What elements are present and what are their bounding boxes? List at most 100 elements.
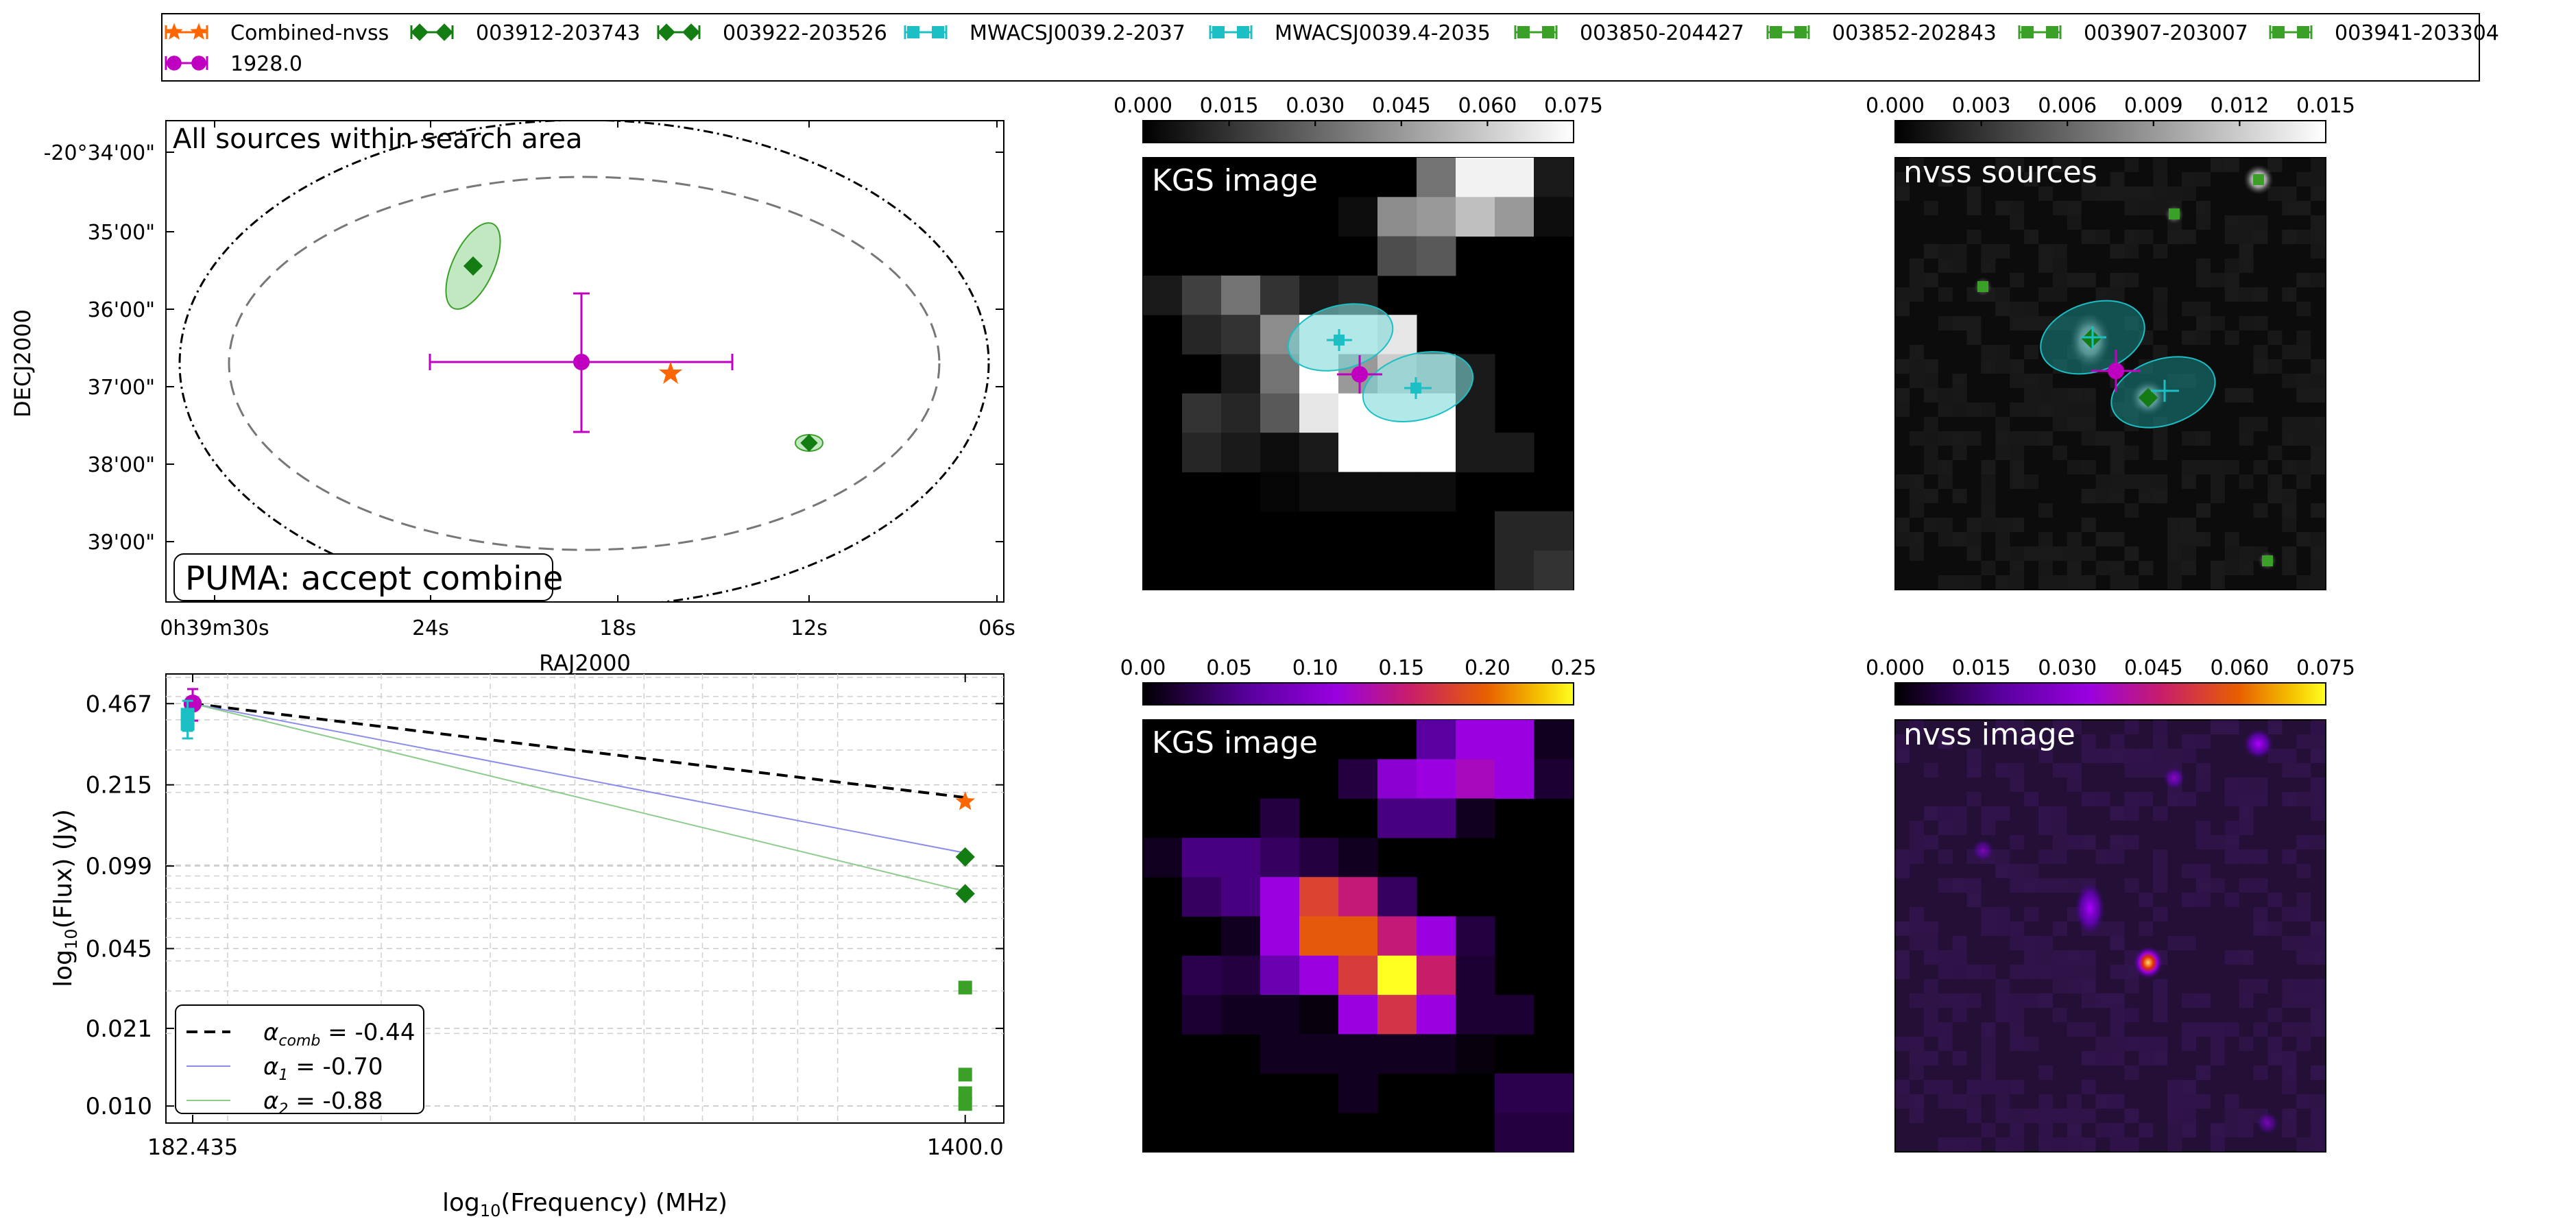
noise-pixel [2167,186,2182,201]
colorbar-ticks: 0.00 0.05 0.10 0.15 0.20 0.25 [1120,121,1597,680]
data-point [180,716,195,731]
noise-pixel [2311,561,2326,575]
sky-xtick-label: 24s [412,616,449,640]
noise-pixel [2067,460,2082,474]
noise-pixel [1952,1051,1967,1065]
noise-pixel [2267,1037,2283,1051]
noise-pixel [2024,474,2039,489]
noise-pixel [1995,417,2010,431]
noise-pixel [2296,460,2311,474]
noise-pixel [2153,345,2168,359]
noise-pixel [2067,777,2082,792]
noise-pixel [1938,172,1953,186]
colorbar-tick-label: 0.05 [1206,656,1252,680]
noise-pixel [1938,388,1953,402]
noise-pixel [2052,1137,2067,1152]
noise-pixel [2224,1109,2239,1123]
noise-pixel [2038,849,2053,864]
image-pixel [1143,837,1183,878]
noise-pixel [2282,792,2297,806]
noise-pixel [1909,532,1924,546]
image-pixel [1182,955,1222,996]
noise-pixel [1895,359,1910,374]
noise-pixel [1966,546,1982,561]
noise-pixel [2224,273,2239,287]
noise-pixel [2282,849,2297,864]
image-pixel [1221,393,1261,433]
noise-pixel [2282,287,2297,302]
noise-pixel [2210,460,2225,474]
noise-pixel [1923,1051,1938,1065]
legend-marker [1237,26,1249,38]
image-pixel [1377,472,1417,512]
noise-pixel [2195,1022,2211,1037]
noise-pixel [1923,806,1938,821]
image-pixel [1495,720,1534,760]
noise-pixel [2067,388,2082,402]
noise-pixel [2067,1094,2082,1109]
noise-pixel [1923,417,1938,431]
noise-pixel [2311,186,2326,201]
noise-pixel [2210,1022,2225,1037]
noise-pixel [1909,287,1924,302]
image-pixel [1495,433,1534,472]
noise-pixel [2239,979,2254,993]
noise-pixel [2195,273,2211,287]
colorbar-tick-label: 0.25 [1551,656,1597,680]
image-pixel [1338,759,1378,799]
noise-pixel [2124,720,2139,734]
fit-line [192,703,965,854]
noise-pixel [2195,431,2211,446]
sed-legend-frame [175,1004,424,1114]
noise-pixel [2139,792,2154,806]
colorbar-tick-label: 0.10 [1292,656,1338,680]
image-pixel [1377,197,1417,237]
noise-pixel [2182,1094,2196,1109]
sed-ticks: 0.467 0.215 0.099 0.045 0.021 0.010 182.435 140… [86,674,1004,1160]
noise-pixel [1981,503,1996,518]
image-pixel [1221,916,1261,956]
noise-pixel [2296,532,2311,546]
noise-pixel [2282,460,2297,474]
noise-pixel [2167,518,2182,532]
noise-pixel [1909,720,1924,734]
noise-pixel [1909,258,1924,273]
noise-pixel [1981,518,1996,532]
noise-pixel [1981,1123,1996,1137]
diamond-marker [463,256,483,276]
noise-pixel [2153,907,2168,921]
noise-pixel [1909,907,1924,921]
noise-pixel [2239,950,2254,965]
noise-pixel [2067,950,2082,965]
noise-pixel [1923,460,1938,474]
noise-pixel [1895,1080,1910,1094]
noise-pixel [2110,993,2125,1008]
noise-pixel [2296,1137,2311,1152]
noise-pixel [2282,431,2297,446]
colorbar-tick-label: 0.003 [1952,94,2011,118]
noise-pixel [2010,374,2025,388]
colorbar-tick-label: 0.015 [1952,656,2011,680]
legend-label: Combined-nvss [230,21,389,45]
noise-pixel [2038,821,2053,835]
image-pixel [1534,511,1574,551]
colorbar-tick-label: 0.000 [1114,94,1172,118]
noise-pixel [2010,864,2025,878]
noise-pixel [1938,575,1953,590]
colorbar-tick-label: 0.000 [1866,656,1925,680]
noise-pixel [2311,835,2326,849]
noise-pixel [2311,546,2326,561]
noise-pixel [2124,446,2139,460]
noise-pixel [2110,1137,2125,1152]
noise-pixel [1938,1022,1953,1037]
image-pixel [1495,995,1534,1035]
noise-pixel [2311,979,2326,993]
noise-pixel [2110,849,2125,864]
noise-pixel [1966,1080,1982,1094]
noise-pixel [2267,474,2283,489]
image-pixel [1456,393,1495,433]
image-pixel [1143,275,1183,315]
fit-line [192,702,965,799]
noise-pixel [1895,1037,1910,1051]
